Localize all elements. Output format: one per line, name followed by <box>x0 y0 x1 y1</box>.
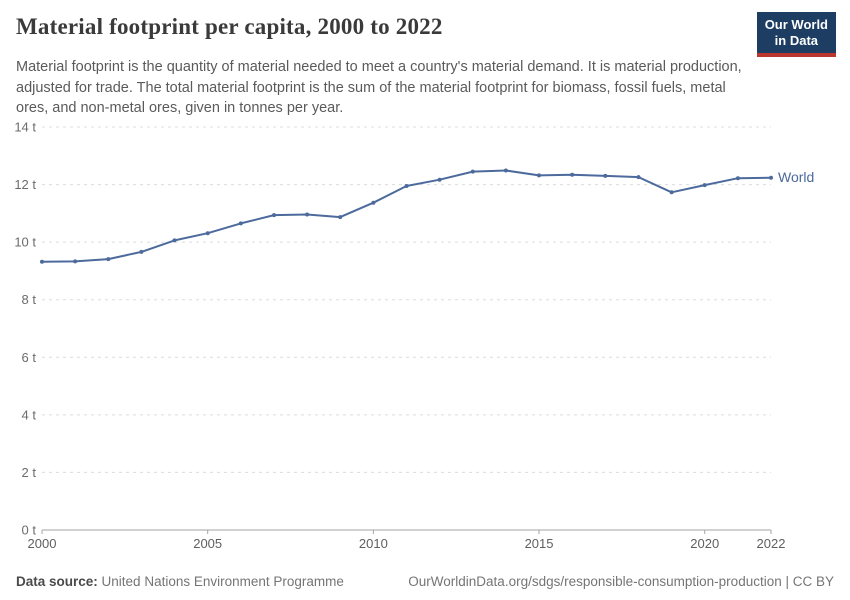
owid-logo-line1: Our World <box>764 17 828 32</box>
x-tick-label: 2000 <box>28 536 57 551</box>
data-point[interactable] <box>735 176 740 181</box>
x-tick-label: 2022 <box>757 536 786 551</box>
data-point[interactable] <box>205 231 210 236</box>
data-point[interactable] <box>702 183 707 188</box>
data-point[interactable] <box>769 175 773 180</box>
y-tick-label: 14 t <box>14 120 36 135</box>
page-title: Material footprint per capita, 2000 to 2… <box>16 14 443 39</box>
y-tick-label: 10 t <box>14 235 36 250</box>
data-point[interactable] <box>503 168 508 173</box>
data-point[interactable] <box>40 259 44 264</box>
y-tick-label: 2 t <box>22 465 37 480</box>
data-point[interactable] <box>272 213 276 218</box>
y-tick-label: 12 t <box>14 177 36 192</box>
line-chart: 0 t 2 t 4 t 6 t 8 t 10 t 12 t 14 t 2000 2005 2010 2… <box>14 120 814 552</box>
data-point[interactable] <box>338 215 343 220</box>
data-point[interactable] <box>139 249 144 254</box>
y-tick-label: 6 t <box>22 350 37 365</box>
data-point[interactable] <box>172 238 177 243</box>
data-point[interactable] <box>603 173 608 178</box>
data-point[interactable] <box>636 175 641 180</box>
citation-link[interactable]: OurWorldinData.org/sdgs/responsible-cons… <box>408 574 834 589</box>
chart-area: 0 t 2 t 4 t 6 t 8 t 10 t 12 t 14 t 2000 2005 2010 2… <box>0 112 850 560</box>
owid-logo[interactable]: Our World in Data <box>756 12 836 58</box>
x-tick-label: 2015 <box>525 536 554 551</box>
data-source: Data source: United Nations Environment … <box>16 574 344 589</box>
x-tick-label: 2020 <box>690 536 719 551</box>
x-tick-label: 2005 <box>193 536 222 551</box>
data-point[interactable] <box>470 169 475 174</box>
chart-footer: Data source: United Nations Environment … <box>16 574 834 589</box>
chart-subtitle: Material footprint is the quantity of ma… <box>16 59 742 117</box>
data-point[interactable] <box>669 190 674 195</box>
data-point[interactable] <box>305 212 310 217</box>
data-point[interactable] <box>537 173 541 178</box>
data-point[interactable] <box>238 221 243 226</box>
data-point[interactable] <box>437 177 442 182</box>
owid-logo-line2: in Data <box>774 32 819 48</box>
y-tick-label: 4 t <box>22 407 37 422</box>
y-tick-label: 8 t <box>22 292 37 307</box>
data-source-value: United Nations Environment Programme <box>101 574 344 589</box>
data-point[interactable] <box>106 257 111 262</box>
data-point[interactable] <box>73 259 78 264</box>
series-label[interactable]: World <box>778 169 814 185</box>
x-tick-label: 2010 <box>359 536 388 551</box>
data-point[interactable] <box>371 200 376 205</box>
data-source-label: Data source: <box>16 574 98 589</box>
data-point[interactable] <box>404 184 409 188</box>
y-tick-label: 0 t <box>22 523 37 538</box>
data-point[interactable] <box>570 172 575 177</box>
